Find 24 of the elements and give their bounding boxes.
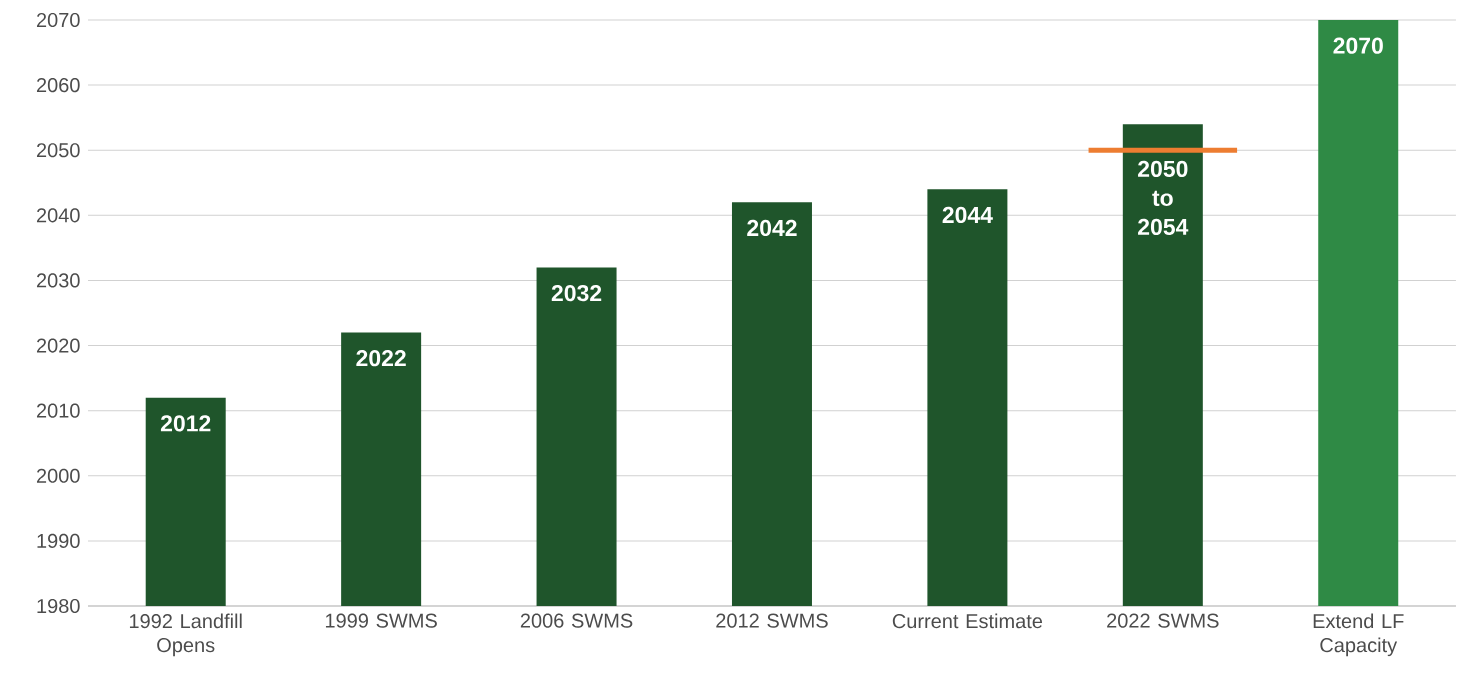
x-tick-label: 2022 SWMS [1107,613,1219,628]
y-tick-label: 1990 [37,533,80,548]
x-tick-label: Current Estimate [892,613,1043,629]
x-tick-label: 1992 Landfill Opens [129,613,242,657]
x-tick-label: 1999 SWMS [325,613,437,628]
data-label: 2032 [551,284,602,302]
y-tick-label: 2070 [36,12,80,28]
y-tick-label: 1980 [37,598,80,614]
y-tick-label: 2010 [36,403,80,418]
x-tick-label: 2012 SWMS [716,613,828,628]
data-label: 2012 [160,415,211,432]
data-label: 2044 [942,206,993,224]
data-label: 2022 [356,350,406,367]
x-tick-label: 2006 SWMS [520,613,633,628]
y-tick-label: 2050 [36,143,80,158]
data-label: 2042 [747,219,797,237]
x-tick-label: Extend LF Capacity [1313,613,1404,657]
y-tick-label: 2000 [36,468,80,483]
data-label: 2050 to 2054 [1138,160,1189,236]
y-tick-label: 2060 [36,78,80,93]
y-tick-label: 2040 [36,208,80,223]
y-tick-label: 2020 [36,338,80,353]
y-tick-label: 2030 [36,273,80,288]
data-label: 2070 [1333,37,1383,54]
